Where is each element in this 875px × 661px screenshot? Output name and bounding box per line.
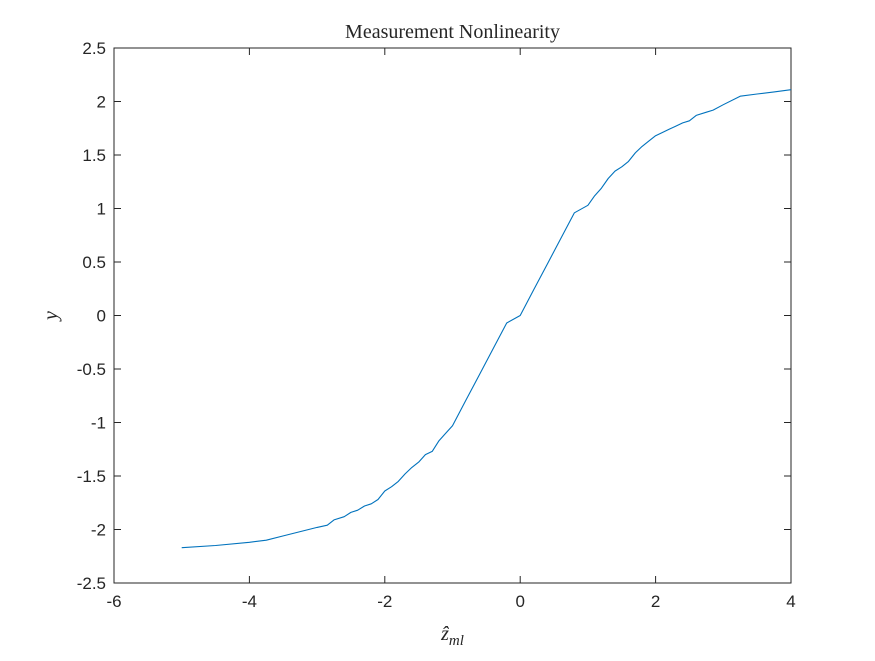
x-tick-label: 4: [786, 592, 795, 611]
x-tick-label: -2: [377, 592, 392, 611]
y-axis-label: y: [40, 311, 62, 322]
y-tick-label: 2: [97, 93, 106, 112]
plot-area-frame: [113, 47, 792, 584]
x-tick-label: 0: [515, 592, 524, 611]
y-tick-label: -0.5: [77, 360, 106, 379]
x-axis-label: ẑml: [440, 623, 464, 649]
y-tick-label: 0: [97, 307, 106, 326]
chart-title: Measurement Nonlinearity: [345, 21, 560, 43]
x-axis-label-base: ẑ: [440, 623, 449, 645]
x-tick-label: 2: [651, 592, 660, 611]
y-tick-label: -1: [91, 414, 106, 433]
y-tick-label: -2: [91, 521, 106, 540]
y-tick-label: 1: [97, 200, 106, 219]
y-tick-label: 0.5: [82, 253, 106, 272]
y-tick-label: -2.5: [77, 574, 106, 593]
x-tick-label: -4: [242, 592, 257, 611]
y-tick-label: 1.5: [82, 146, 106, 165]
series-line: [181, 89, 792, 549]
series-layer: [181, 89, 792, 549]
ticks-layer: -6 -4 -2 0 2 4 -2.5 -2 -1.5 -1 -0.5 0 0.5 1 1.5 2 2.5: [77, 39, 796, 611]
x-tick-label: -6: [106, 592, 121, 611]
y-tick-label: -1.5: [77, 467, 106, 486]
y-tick-label: 2.5: [82, 39, 106, 58]
x-axis-label-subscript: ml: [449, 633, 464, 649]
